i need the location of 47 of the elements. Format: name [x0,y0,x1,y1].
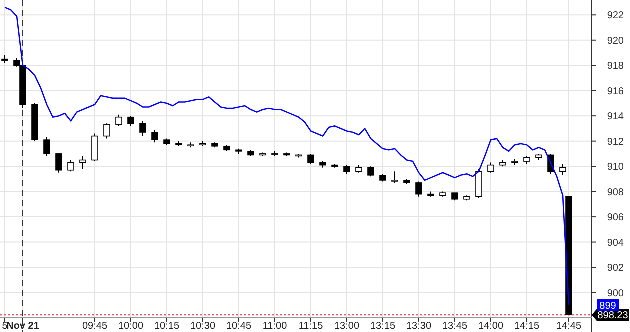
candlestick [44,137,50,157]
candlestick [416,181,422,198]
x-tick-label: 10:15 [154,321,180,332]
x-tick-label: 14:45 [556,321,582,332]
y-tick-label: 906 [607,212,624,224]
text: 899 [600,300,617,312]
x-tick-label: 09:45 [82,321,108,332]
candlestick [140,120,146,137]
x-tick-label: Nov 21 [6,321,40,332]
candlestick [152,129,158,144]
x-tick-label: 13:15 [370,321,396,332]
ref-line-label: 898.23 [598,310,629,322]
y-tick-label: 902 [607,263,624,274]
candlestick [368,166,374,178]
x-tick-label: 10:30 [190,321,216,332]
x-tick-label: 10:00 [118,321,144,332]
x-tick-label: 11:00 [262,321,288,332]
candlestick [128,116,134,127]
x-tick-label: 5 [2,321,8,332]
y-tick-label: 900 [607,288,624,300]
x-tick-label: 13:00 [334,321,360,332]
candlestick [560,164,566,176]
candlestick [488,162,494,174]
candlestick [80,156,86,170]
y-tick-label: 916 [607,86,624,98]
y-tick-label: 904 [607,238,624,249]
y-tick-label: 910 [607,162,624,174]
candlestick [392,171,398,184]
candlestick [116,114,122,127]
candlestick [92,133,98,162]
x-tick-label: 14:00 [478,321,504,332]
candlestick [56,153,62,174]
candlestick [68,160,74,172]
x-tick-label: 13:45 [442,321,468,332]
x-tick-label: 14:15 [514,321,540,332]
x-tick-label: 13:30 [406,321,432,332]
x-tick-label: 11:15 [298,321,324,332]
line-series [4,6,570,306]
y-tick-label: 908 [607,187,624,198]
candlestick [104,123,110,140]
y-tick-label: 922 [607,10,624,22]
y-tick-label: 920 [607,36,624,47]
candlestick [308,153,314,165]
y-tick-label: 918 [607,61,624,72]
y-tick-label: 914 [607,112,624,123]
x-tick-label: 10:45 [226,321,252,332]
y-tick-label: 912 [607,136,624,148]
